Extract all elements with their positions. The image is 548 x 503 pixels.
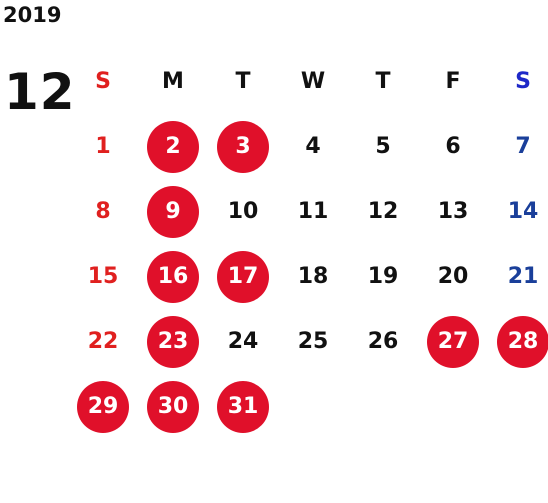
day-number: 12 (367, 199, 399, 224)
weekday-header: S (95, 68, 111, 94)
day-cell: 5 (348, 114, 418, 179)
day-number: 11 (297, 199, 329, 224)
day-number: 14 (507, 199, 539, 224)
day-number: 15 (87, 264, 119, 289)
day-cell: 1 (68, 114, 138, 179)
day-number: 4 (305, 134, 321, 159)
day-number: 13 (437, 199, 469, 224)
holiday-day-number: 3 (217, 120, 269, 173)
day-cell: 7 (488, 114, 548, 179)
weekday-header: T (235, 68, 251, 94)
day-cell: 8 (68, 179, 138, 244)
day-number: 20 (437, 264, 469, 289)
weekday-header: T (375, 68, 391, 94)
day-number: 24 (227, 329, 259, 354)
day-cell: 28 (488, 309, 548, 374)
day-cell: 25 (278, 309, 348, 374)
day-cell: 14 (488, 179, 548, 244)
day-cell: 19 (348, 244, 418, 309)
holiday-day-number: 29 (77, 380, 129, 433)
month-label: 12 (4, 63, 76, 121)
weekday-header: M (162, 68, 184, 94)
holiday-day-number: 16 (147, 250, 199, 303)
day-cell: 13 (418, 179, 488, 244)
calendar-grid: S M T W T F S 1 2 3 4 5 6 7 8 9 10 11 12 13 14 15 16 17 1… (68, 48, 548, 439)
day-cell: 24 (208, 309, 278, 374)
day-number: 25 (297, 329, 329, 354)
day-cell: 26 (348, 309, 418, 374)
day-cell: 2 (138, 114, 208, 179)
day-cell: 22 (68, 309, 138, 374)
year-label: 2019 (3, 3, 62, 27)
day-number: 8 (95, 199, 111, 224)
weekday-header: F (445, 68, 461, 94)
day-number: 7 (515, 134, 531, 159)
day-cell: 27 (418, 309, 488, 374)
day-cell: 20 (418, 244, 488, 309)
holiday-day-number: 28 (497, 315, 548, 368)
day-number: 6 (445, 134, 461, 159)
day-cell: 23 (138, 309, 208, 374)
day-number: 22 (87, 329, 119, 354)
day-number: 18 (297, 264, 329, 289)
holiday-day-number: 23 (147, 315, 199, 368)
day-cell: 12 (348, 179, 418, 244)
day-cell: 10 (208, 179, 278, 244)
holiday-day-number: 2 (147, 120, 199, 173)
holiday-day-number: 17 (217, 250, 269, 303)
day-cell: 15 (68, 244, 138, 309)
day-number: 21 (507, 264, 539, 289)
day-number: 1 (95, 134, 111, 159)
day-number: 5 (375, 134, 391, 159)
day-cell: 11 (278, 179, 348, 244)
day-cell: 16 (138, 244, 208, 309)
day-cell: 3 (208, 114, 278, 179)
day-cell: 30 (138, 374, 208, 439)
day-cell: 17 (208, 244, 278, 309)
day-cell: 31 (208, 374, 278, 439)
day-cell: 21 (488, 244, 548, 309)
day-cell: 18 (278, 244, 348, 309)
day-cell: 6 (418, 114, 488, 179)
day-number: 19 (367, 264, 399, 289)
day-number: 26 (367, 329, 399, 354)
holiday-day-number: 31 (217, 380, 269, 433)
day-cell: 4 (278, 114, 348, 179)
holiday-day-number: 27 (427, 315, 479, 368)
day-number: 10 (227, 199, 259, 224)
day-cell: 29 (68, 374, 138, 439)
weekday-header: S (515, 68, 531, 94)
holiday-day-number: 9 (147, 185, 199, 238)
holiday-day-number: 30 (147, 380, 199, 433)
day-cell: 9 (138, 179, 208, 244)
weekday-header: W (300, 68, 326, 94)
